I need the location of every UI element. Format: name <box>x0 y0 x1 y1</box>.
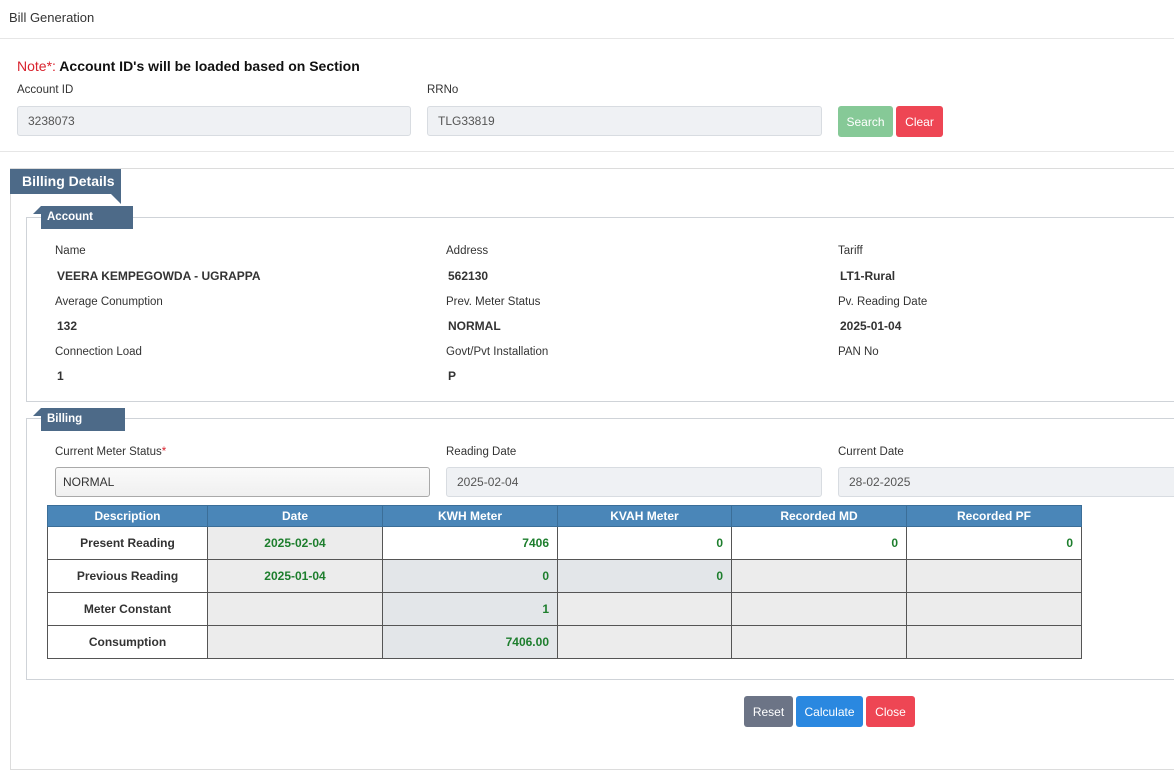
govt-pvt-value: P <box>448 369 457 383</box>
consumption-kwh: 7406.00 <box>382 625 558 659</box>
connection-load-label: Connection Load <box>55 346 142 358</box>
clear-button[interactable]: Clear <box>896 106 943 137</box>
previous-reading-date: 2025-01-04 <box>207 559 383 593</box>
previous-pf-cell <box>906 559 1082 593</box>
account-id-input[interactable]: 3238073 <box>17 106 411 136</box>
prev-meter-status-label: Prev. Meter Status <box>446 296 541 308</box>
previous-kwh-value: 0 <box>382 559 558 593</box>
name-value: VEERA KEMPEGOWDA - UGRAPPA <box>57 269 261 283</box>
billing-legend-pointer <box>33 408 41 416</box>
previous-md-cell <box>731 559 907 593</box>
meter-constant-kwh: 1 <box>382 592 558 626</box>
prev-meter-status-value: NORMAL <box>448 319 501 333</box>
address-value: 562130 <box>448 269 489 283</box>
consumption-md-cell <box>731 625 907 659</box>
avg-consumption-label: Average Conumption <box>55 296 163 308</box>
header-divider <box>0 38 1174 39</box>
connection-load-value: 1 <box>57 369 64 383</box>
current-meter-status-label: Current Meter Status* <box>55 446 166 458</box>
present-reading-date: 2025-02-04 <box>207 526 383 560</box>
table-header-row: Description Date KWH Meter KVAH Meter Re… <box>47 505 1082 527</box>
table-row-previous-reading: Previous Reading 2025-01-04 0 0 <box>47 559 1082 593</box>
previous-reading-desc: Previous Reading <box>47 559 208 593</box>
consumption-desc: Consumption <box>47 625 208 659</box>
current-date-label: Current Date <box>838 446 904 458</box>
current-meter-status-label-text: Current Meter Status <box>55 446 162 458</box>
consumption-date-cell <box>207 625 383 659</box>
govt-pvt-label: Govt/Pvt Installation <box>446 346 549 358</box>
header-recorded-pf: Recorded PF <box>906 505 1082 527</box>
present-reading-desc: Present Reading <box>47 526 208 560</box>
table-row-consumption: Consumption 7406.00 <box>47 625 1082 659</box>
consumption-kvah-cell <box>557 625 732 659</box>
meter-constant-md-cell <box>731 592 907 626</box>
section-note: Note*: Account ID's will be loaded based… <box>17 58 360 74</box>
note-text: Account ID's will be loaded based on Sec… <box>55 58 360 74</box>
meter-constant-kvah-cell <box>557 592 732 626</box>
pan-no-label: PAN No <box>838 346 879 358</box>
meter-constant-pf-cell <box>906 592 1082 626</box>
header-description: Description <box>47 505 208 527</box>
account-details-legend: Account Details <box>41 206 133 246</box>
table-row-meter-constant: Meter Constant 1 <box>47 592 1082 626</box>
consumption-pf-cell <box>906 625 1082 659</box>
tariff-value: LT1-Rural <box>840 269 896 283</box>
account-legend-pointer <box>33 206 41 214</box>
billing-details-tab: Billing Details <box>10 169 121 194</box>
close-button[interactable]: Close <box>866 696 915 727</box>
present-kvah-input[interactable]: 0 <box>557 526 732 560</box>
header-date: Date <box>207 505 383 527</box>
meter-constant-date-cell <box>207 592 383 626</box>
account-details-fieldset <box>26 217 1174 402</box>
rrno-label: RRNo <box>427 84 459 96</box>
header-recorded-md: Recorded MD <box>731 505 907 527</box>
present-kwh-input[interactable]: 7406 <box>382 526 558 560</box>
address-label: Address <box>446 245 489 257</box>
current-date-input[interactable]: 28-02-2025 <box>838 467 1174 497</box>
present-pf-input[interactable]: 0 <box>906 526 1082 560</box>
meter-constant-desc: Meter Constant <box>47 592 208 626</box>
meter-reading-table: Description Date KWH Meter KVAH Meter Re… <box>47 505 1082 659</box>
tariff-label: Tariff <box>838 245 863 257</box>
rrno-input[interactable]: TLG33819 <box>427 106 822 136</box>
current-meter-status-select[interactable]: NORMAL <box>55 467 430 497</box>
billing-details-legend: Billing Details <box>41 408 125 448</box>
reading-date-input[interactable]: 2025-02-04 <box>446 467 822 497</box>
search-button[interactable]: Search <box>838 106 893 137</box>
calculate-button[interactable]: Calculate <box>796 696 863 727</box>
avg-consumption-value: 132 <box>57 319 78 333</box>
note-prefix: Note*: <box>17 58 56 74</box>
required-marker: * <box>161 446 167 458</box>
billing-details-fieldset <box>26 418 1174 680</box>
reset-button[interactable]: Reset <box>744 696 793 727</box>
table-row-present-reading: Present Reading 2025-02-04 7406 0 0 0 <box>47 526 1082 560</box>
header-kwh-meter: KWH Meter <box>382 505 558 527</box>
tab-pointer <box>111 194 121 204</box>
account-id-label: Account ID <box>17 84 74 96</box>
previous-kvah-value: 0 <box>557 559 732 593</box>
pv-reading-date-value: 2025-01-04 <box>840 319 902 333</box>
page-title: Bill Generation <box>9 10 95 25</box>
present-md-input[interactable]: 0 <box>731 526 907 560</box>
pv-reading-date-label: Pv. Reading Date <box>838 296 928 308</box>
reading-date-label: Reading Date <box>446 446 517 458</box>
header-kvah-meter: KVAH Meter <box>557 505 732 527</box>
name-label: Name <box>55 245 86 257</box>
search-divider <box>0 151 1174 152</box>
